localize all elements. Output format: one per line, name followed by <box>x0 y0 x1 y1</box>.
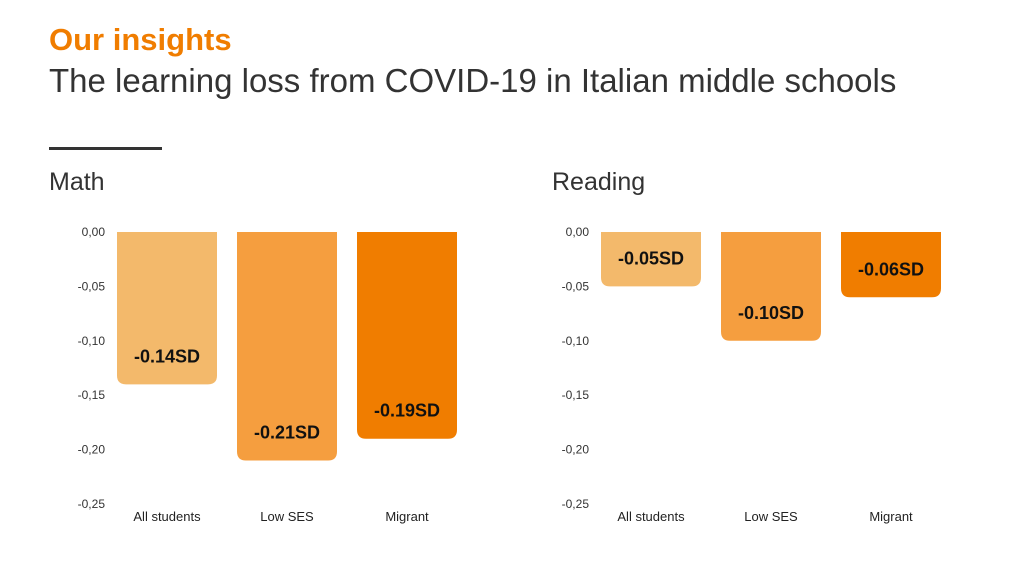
x-category-label: All students <box>617 509 685 524</box>
bar-low-ses <box>237 232 337 461</box>
bar-all-students <box>601 232 701 287</box>
bar-data-label: -0.06SD <box>858 259 924 279</box>
x-category-label: Migrant <box>869 509 913 524</box>
x-category-label: All students <box>133 509 201 524</box>
y-tick-label: -0,05 <box>562 279 590 293</box>
page-title: The learning loss from COVID-19 in Itali… <box>49 62 897 99</box>
y-tick-label: 0,00 <box>566 225 590 239</box>
x-category-label: Migrant <box>385 509 429 524</box>
y-tick-label: -0,15 <box>562 388 590 402</box>
y-tick-label: -0,25 <box>78 497 106 511</box>
bar-data-label: -0.14SD <box>134 346 200 366</box>
bar-data-label: -0.19SD <box>374 401 440 421</box>
bar-migrant <box>841 232 941 298</box>
bar-data-label: -0.21SD <box>254 422 320 442</box>
x-category-label: Low SES <box>260 509 314 524</box>
reading-chart-title: Reading <box>552 168 646 196</box>
y-tick-label: -0,05 <box>78 279 106 293</box>
section-kicker: Our insights <box>49 22 232 57</box>
bar-low-ses <box>721 232 821 341</box>
x-category-label: Low SES <box>744 509 798 524</box>
y-tick-label: -0,20 <box>562 443 590 457</box>
y-tick-label: 0,00 <box>82 225 106 239</box>
y-tick-label: -0,15 <box>78 388 106 402</box>
bar-data-label: -0.10SD <box>738 303 804 323</box>
bar-all-students <box>117 232 217 385</box>
math-chart-title: Math <box>49 168 105 196</box>
bar-data-label: -0.05SD <box>618 248 684 268</box>
math-chart: 0,00 -0,05 -0,10 -0,15 -0,20 -0,25 -0.14SD All … <box>78 225 457 524</box>
y-tick-label: -0,20 <box>78 443 106 457</box>
y-tick-label: -0,10 <box>562 334 590 348</box>
y-tick-label: -0,10 <box>78 334 106 348</box>
y-tick-label: -0,25 <box>562 497 590 511</box>
reading-chart: 0,00 -0,05 -0,10 -0,15 -0,20 -0,25 -0.05SD All … <box>562 225 941 524</box>
bar-migrant <box>357 232 457 439</box>
title-underline <box>49 147 162 150</box>
